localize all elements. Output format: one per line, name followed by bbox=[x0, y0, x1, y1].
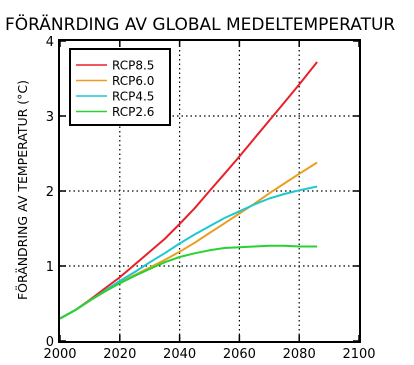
legend-label: RCP6.0 bbox=[112, 74, 154, 88]
x-tick-label: 2020 bbox=[103, 347, 136, 362]
x-tick-label: 2060 bbox=[223, 347, 256, 362]
x-tick-label: 2080 bbox=[283, 347, 316, 362]
series-line-rcp26 bbox=[59, 244, 318, 320]
y-tick-label: 3 bbox=[46, 110, 54, 125]
y-tick-label: 1 bbox=[46, 260, 54, 275]
legend-label: RCP4.5 bbox=[112, 90, 154, 104]
y-axis-label: FÖRÄNDRING AV TEMPERATUR (°C) bbox=[14, 80, 30, 300]
series-group bbox=[59, 61, 318, 320]
y-tick-label: 4 bbox=[46, 35, 54, 50]
legend-label: RCP2.6 bbox=[112, 105, 154, 119]
x-tick-label: 2000 bbox=[43, 347, 76, 362]
x-tick-label: 2040 bbox=[163, 347, 196, 362]
chart-title: FÖRÄNRDING AV GLOBAL MEDELTEMPERATUR bbox=[5, 13, 395, 35]
y-tick-label: 0 bbox=[46, 335, 54, 350]
series-line-rcp45 bbox=[59, 185, 318, 320]
legend-box bbox=[69, 48, 171, 126]
series-line-rcp85 bbox=[59, 61, 318, 320]
x-tick-label: 2100 bbox=[342, 347, 375, 362]
plot-frame bbox=[58, 39, 361, 343]
axis-ticks: 2000 2020 2040 2060 2080 2100 0 1 2 3 4 bbox=[43, 35, 375, 362]
legend-label: RCP8.5 bbox=[112, 59, 154, 73]
y-tick-label: 2 bbox=[46, 185, 54, 200]
